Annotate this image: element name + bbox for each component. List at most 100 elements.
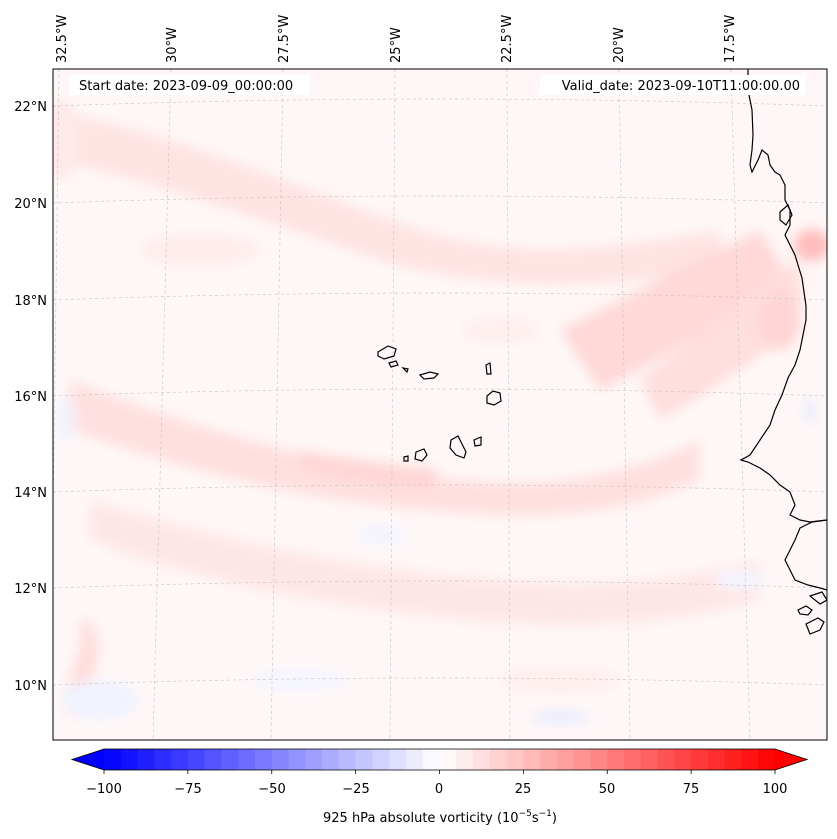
map-gridlines <box>53 69 827 740</box>
meridian-line <box>506 69 511 740</box>
lon-label: 32.5°W <box>55 15 70 63</box>
lat-label: 16°N <box>14 390 47 405</box>
colorbar-segment <box>489 749 507 770</box>
colorbar-segment <box>707 749 726 770</box>
colorbar-segment <box>187 749 206 770</box>
valid-date-label: Valid_date: 2023-09-10T11:00:00.00 <box>562 79 800 94</box>
guinea-bissau-coast <box>797 591 827 635</box>
map-border <box>52 68 828 741</box>
colorbar-segment <box>540 749 558 770</box>
colorbar-segment <box>154 749 172 770</box>
colorbar-segment <box>254 749 273 770</box>
parallel-line <box>53 388 827 397</box>
lon-label: 30°W <box>165 27 180 63</box>
colorbar-segment <box>473 749 491 770</box>
island-sao-nicolau <box>418 371 440 380</box>
colorbar-segment <box>221 749 239 770</box>
colorbar-segment <box>338 749 357 770</box>
colorbar-segment <box>372 749 390 770</box>
lon-label: 17.5°W <box>723 15 738 63</box>
colorbar-segment <box>305 749 323 770</box>
colorbar-segment <box>523 749 541 770</box>
vorticity-blobs <box>53 100 827 723</box>
colorbar-segment <box>405 749 424 770</box>
island-santiago <box>449 435 467 459</box>
colorbar-segment <box>422 749 440 770</box>
parallel-line <box>53 292 827 301</box>
vorticity-field <box>53 69 827 740</box>
colorbar-segment <box>590 749 608 770</box>
colorbar-segment <box>657 749 675 770</box>
colorbar-segment <box>439 749 457 770</box>
lon-label: 22.5°W <box>500 15 515 63</box>
start-date-banner <box>70 75 310 95</box>
lat-label: 10°N <box>14 679 47 694</box>
island-maio <box>473 436 482 447</box>
coastlines <box>377 69 827 635</box>
parallel-line <box>53 98 827 107</box>
island-brava <box>403 455 409 462</box>
lon-label: 20°W <box>612 27 627 63</box>
colorbar-segment <box>288 749 306 770</box>
colorbar-segment <box>238 749 256 770</box>
colorbar-segment <box>741 749 759 770</box>
parallel-line <box>53 484 827 493</box>
lat-label: 14°N <box>14 486 47 501</box>
colorbar-segment <box>271 749 289 770</box>
colorbar-segment <box>640 749 658 770</box>
lon-label: 25°W <box>389 27 404 63</box>
start-date-label: Start date: 2023-09-09_00:00:00 <box>79 79 293 94</box>
colorbar-ticks <box>103 770 776 774</box>
longitude-labels: 32.5°W 30°W 27.5°W 25°W 22.5°W 20°W 17.5… <box>55 15 738 63</box>
colorbar-title: 925 hPa absolute vorticity (10−5s−1) <box>323 809 557 826</box>
colorbar-segment <box>456 749 474 770</box>
valid-date-banner <box>540 75 805 95</box>
colorbar-tick-label: −25 <box>342 782 369 797</box>
colorbar-tick-label: 0 <box>435 782 443 797</box>
colorbar-min-extension <box>72 749 104 770</box>
colorbar-segment <box>137 749 155 770</box>
island-santo-antao <box>377 345 397 360</box>
colorbar-segment <box>389 749 407 770</box>
colorbar-segment <box>758 749 776 770</box>
meridian-line <box>152 69 172 740</box>
colorbar-segment <box>573 749 591 770</box>
colorbar-tick-label: 25 <box>515 782 532 797</box>
colorbar-segment <box>607 749 625 770</box>
colorbar-segment <box>691 749 709 770</box>
colorbar-tick-label: −50 <box>258 782 285 797</box>
colorbar-tick-label: 50 <box>599 782 616 797</box>
colorbar-segment <box>322 749 340 770</box>
colorbar-tick-labels: −100 −75 −50 −25 0 25 50 75 100 <box>86 782 787 797</box>
colorbar-segment <box>556 749 575 770</box>
colorbar-segment <box>624 749 642 770</box>
colorbar-tick-label: 100 <box>763 782 788 797</box>
parallel-line <box>53 580 827 589</box>
colorbar-tick-label: −75 <box>174 782 201 797</box>
meridian-line <box>270 69 284 740</box>
parallel-line <box>53 195 827 204</box>
colorbar-tick-label: −100 <box>86 782 122 797</box>
coastal-notch <box>779 203 793 226</box>
colorbar: −100 −75 −50 −25 0 25 50 75 100 925 hPa … <box>70 748 809 826</box>
colorbar-segment <box>674 749 692 770</box>
colorbar-segment <box>104 749 122 770</box>
colorbar-segment <box>120 749 138 770</box>
colorbar-segment <box>171 749 189 770</box>
colorbar-max-extension <box>775 749 807 770</box>
lat-label: 22°N <box>14 100 47 115</box>
lat-label: 20°N <box>14 197 47 212</box>
colorbar-segment <box>355 749 373 770</box>
island-boa-vista <box>486 390 502 406</box>
meridian-line <box>618 69 631 740</box>
lon-label: 27.5°W <box>277 15 292 63</box>
colorbar-segments <box>104 749 776 770</box>
island-santa-luzia <box>401 367 409 374</box>
meridian-line <box>730 69 751 740</box>
island-sao-vicente <box>388 360 399 368</box>
parallel-line <box>53 677 827 686</box>
colorbar-segment <box>506 749 524 770</box>
latitude-labels: 22°N 20°N 18°N 16°N 14°N 12°N 10°N <box>14 100 47 694</box>
africa-coastline <box>739 69 827 523</box>
lat-label: 18°N <box>14 294 47 309</box>
